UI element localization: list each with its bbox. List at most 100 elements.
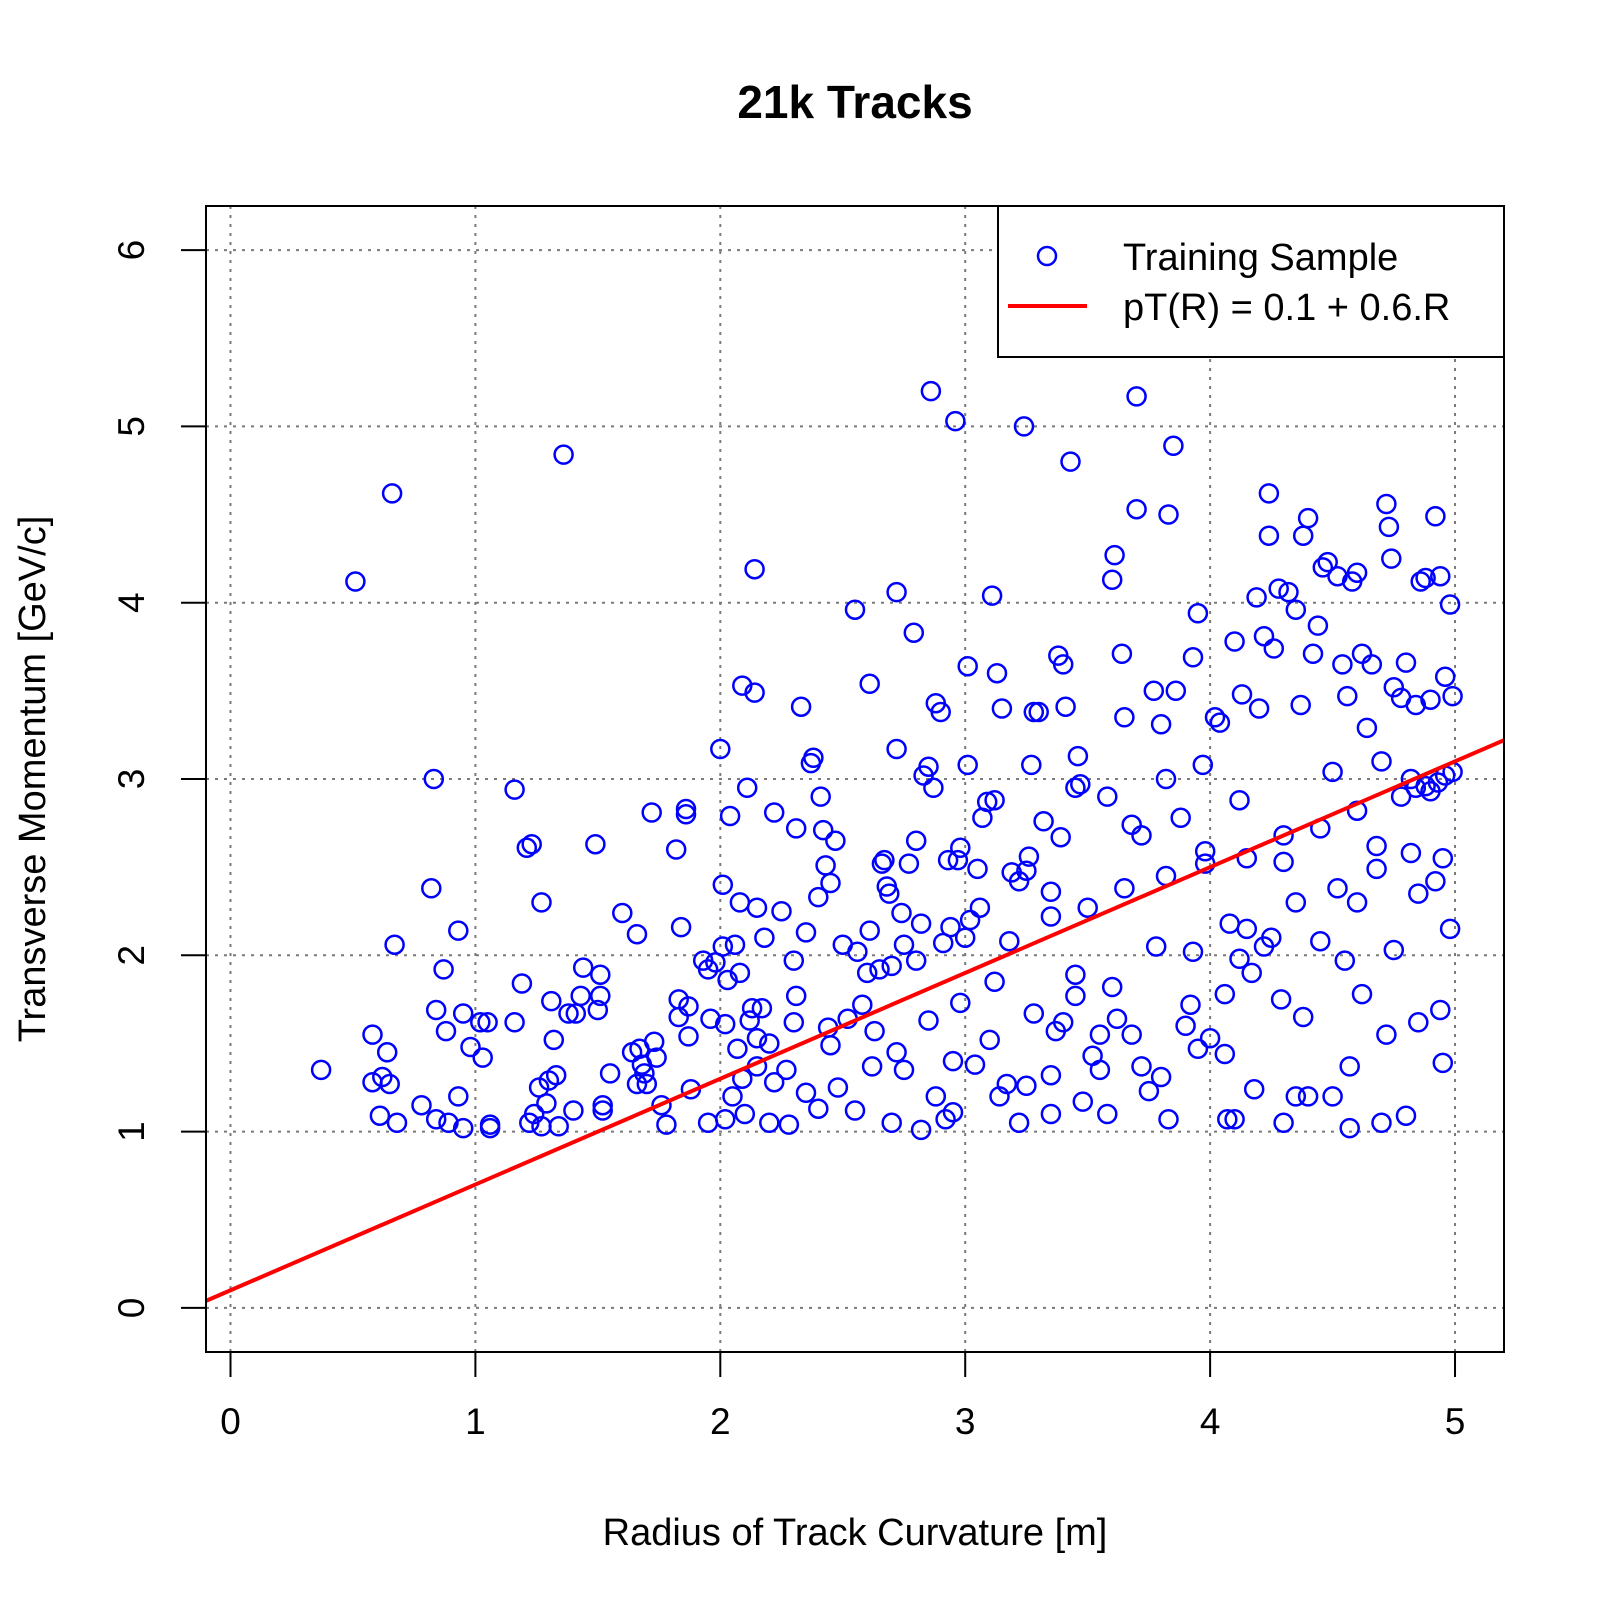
data-point [1155, 768, 1177, 790]
scatter-points [310, 380, 1463, 1141]
data-point [979, 1029, 1000, 1051]
data-point [1114, 707, 1135, 728]
data-point [1158, 1109, 1179, 1130]
data-point [989, 1086, 1010, 1107]
data-point [795, 922, 817, 943]
data-point [1270, 989, 1292, 1010]
data-point [362, 1024, 383, 1045]
data-point [1143, 680, 1165, 702]
data-point [785, 818, 807, 839]
data-point [423, 768, 445, 790]
data-point [345, 571, 366, 592]
data-point [1339, 1117, 1360, 1139]
data-point [859, 920, 880, 941]
data-point [803, 747, 824, 769]
data-point [1273, 851, 1294, 873]
data-point [369, 1105, 391, 1126]
data-point [923, 777, 944, 799]
data-point [976, 791, 998, 813]
fit-line-group [205, 738, 1505, 1303]
data-point [384, 934, 405, 955]
data-point [783, 950, 805, 971]
data-point [732, 675, 753, 696]
data-point [1224, 1109, 1245, 1130]
data-point [1224, 631, 1245, 652]
data-point [516, 837, 538, 859]
data-point [1302, 643, 1324, 665]
data-point [1199, 1027, 1221, 1049]
data-point [1351, 643, 1373, 665]
data-point [744, 558, 765, 580]
data-point [548, 1116, 569, 1137]
data-point [886, 1042, 907, 1063]
data-point [1376, 1024, 1397, 1045]
data-point [945, 410, 966, 432]
data-point [861, 1056, 883, 1077]
data-point [1065, 985, 1086, 1007]
data-point [778, 1114, 800, 1135]
data-point [1028, 701, 1049, 723]
y-tick-label: 3 [111, 769, 152, 790]
data-point [1432, 1052, 1454, 1074]
data-point [844, 599, 866, 620]
data-point [879, 883, 900, 904]
data-point [935, 1109, 956, 1130]
data-point [1322, 1086, 1343, 1107]
data-point [1229, 948, 1250, 970]
data-point [736, 777, 758, 799]
data-point [1285, 1086, 1307, 1107]
data-point [886, 738, 907, 760]
data-point [950, 837, 971, 859]
data-point [1408, 1012, 1429, 1033]
data-point [1390, 786, 1412, 807]
data-point [727, 1038, 748, 1060]
data-point [712, 874, 734, 896]
data-point [808, 886, 829, 908]
data-point [746, 897, 768, 918]
data-point [734, 1103, 756, 1125]
data-point [1008, 1112, 1030, 1134]
y-axis: 0 1 2 3 4 5 6 [111, 240, 207, 1318]
data-point [942, 1050, 964, 1072]
data-point [827, 1077, 849, 1098]
data-point [1420, 689, 1441, 710]
data-point [1072, 1091, 1094, 1112]
data-point [1187, 1038, 1209, 1060]
data-point [511, 973, 533, 994]
data-point [1131, 1056, 1152, 1077]
data-point [572, 957, 594, 978]
data-point [1111, 643, 1133, 665]
data-point [592, 1094, 613, 1116]
data-point [1383, 677, 1405, 698]
data-point [881, 1112, 902, 1134]
data-point [1297, 1086, 1319, 1107]
legend: Training Sample pT(R) = 0.1 + 0.6.R [997, 205, 1505, 358]
data-point [477, 1012, 498, 1033]
data-point [950, 992, 971, 1014]
data-point [585, 833, 606, 855]
data-point [1204, 707, 1226, 728]
data-point [1415, 567, 1436, 589]
data-point [790, 696, 812, 717]
x-tick-label: 0 [220, 1401, 241, 1442]
y-tick-label: 6 [111, 240, 152, 261]
data-point [504, 779, 525, 800]
data-point [1432, 848, 1454, 869]
data-point [1430, 999, 1451, 1021]
data-point [1050, 826, 1071, 848]
data-point [918, 756, 939, 777]
data-point [903, 622, 925, 643]
data-point [643, 1031, 665, 1052]
data-point [1400, 842, 1422, 864]
data-point [1165, 680, 1187, 702]
data-point [714, 1109, 736, 1130]
data-point [670, 916, 692, 938]
data-point [712, 936, 734, 957]
data-point [1170, 807, 1191, 829]
data-point [1180, 994, 1201, 1015]
data-point [1065, 777, 1086, 799]
data-point [869, 959, 890, 980]
data-point [986, 662, 1008, 684]
data-point [999, 930, 1020, 952]
data-point [719, 805, 741, 827]
